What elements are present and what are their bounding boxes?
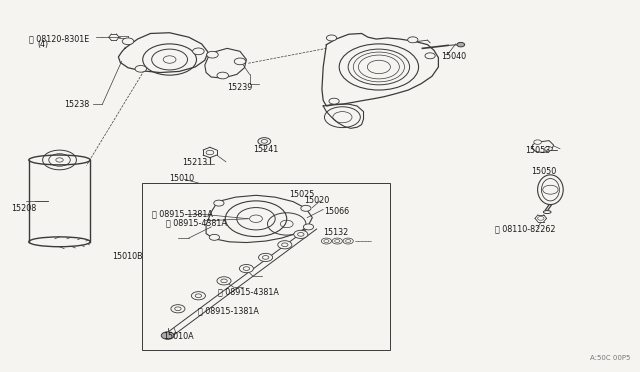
Text: (4): (4) bbox=[37, 40, 48, 49]
Ellipse shape bbox=[543, 211, 551, 214]
Circle shape bbox=[161, 332, 174, 339]
Text: Ⓑ 08110-82262: Ⓑ 08110-82262 bbox=[495, 224, 556, 233]
Text: 15050: 15050 bbox=[531, 167, 556, 176]
Circle shape bbox=[234, 58, 246, 65]
Circle shape bbox=[217, 72, 228, 79]
Circle shape bbox=[207, 51, 218, 58]
Text: 15025: 15025 bbox=[289, 190, 315, 199]
Text: 15132: 15132 bbox=[323, 228, 348, 237]
Circle shape bbox=[278, 241, 292, 249]
Circle shape bbox=[191, 292, 205, 300]
Circle shape bbox=[332, 238, 342, 244]
Circle shape bbox=[259, 253, 273, 262]
Circle shape bbox=[193, 48, 204, 55]
Circle shape bbox=[425, 53, 435, 59]
Circle shape bbox=[408, 37, 418, 43]
Circle shape bbox=[122, 38, 134, 45]
Circle shape bbox=[545, 147, 552, 151]
Text: 15040: 15040 bbox=[442, 52, 467, 61]
Text: 15020: 15020 bbox=[304, 196, 329, 205]
Circle shape bbox=[294, 230, 308, 238]
Circle shape bbox=[534, 140, 541, 144]
Circle shape bbox=[217, 277, 231, 285]
Text: 15066: 15066 bbox=[324, 207, 349, 216]
Bar bbox=[142, 183, 390, 350]
Text: Ⓑ 08120-8301E: Ⓑ 08120-8301E bbox=[29, 35, 89, 44]
Text: Ⓚ 08915-4381A: Ⓚ 08915-4381A bbox=[166, 219, 227, 228]
Circle shape bbox=[214, 200, 224, 206]
Text: 15213: 15213 bbox=[182, 158, 207, 167]
Text: 15241: 15241 bbox=[253, 145, 278, 154]
Text: 15010: 15010 bbox=[170, 174, 195, 183]
Circle shape bbox=[343, 238, 353, 244]
Text: 15238: 15238 bbox=[64, 100, 89, 109]
Circle shape bbox=[171, 305, 185, 313]
Text: 15053—: 15053— bbox=[525, 146, 558, 155]
Text: 15239: 15239 bbox=[227, 83, 253, 92]
Circle shape bbox=[258, 138, 271, 145]
Circle shape bbox=[209, 234, 220, 240]
Text: 15208: 15208 bbox=[12, 204, 36, 213]
Circle shape bbox=[301, 205, 311, 211]
Text: Ⓛ 08915-1381A: Ⓛ 08915-1381A bbox=[152, 209, 212, 218]
Text: 15010B: 15010B bbox=[112, 252, 143, 261]
Circle shape bbox=[457, 42, 465, 47]
Text: Ⓚ 08915-1381A: Ⓚ 08915-1381A bbox=[198, 306, 259, 315]
Circle shape bbox=[303, 224, 314, 230]
Ellipse shape bbox=[29, 237, 90, 247]
Circle shape bbox=[326, 35, 337, 41]
Circle shape bbox=[239, 264, 253, 273]
Text: 15010A: 15010A bbox=[163, 332, 194, 341]
Circle shape bbox=[135, 65, 147, 72]
Circle shape bbox=[329, 98, 339, 104]
Text: A:50C 00P5: A:50C 00P5 bbox=[590, 355, 630, 361]
Circle shape bbox=[321, 238, 332, 244]
Text: Ⓚ 08915-4381A: Ⓚ 08915-4381A bbox=[218, 288, 278, 296]
Ellipse shape bbox=[29, 155, 90, 165]
